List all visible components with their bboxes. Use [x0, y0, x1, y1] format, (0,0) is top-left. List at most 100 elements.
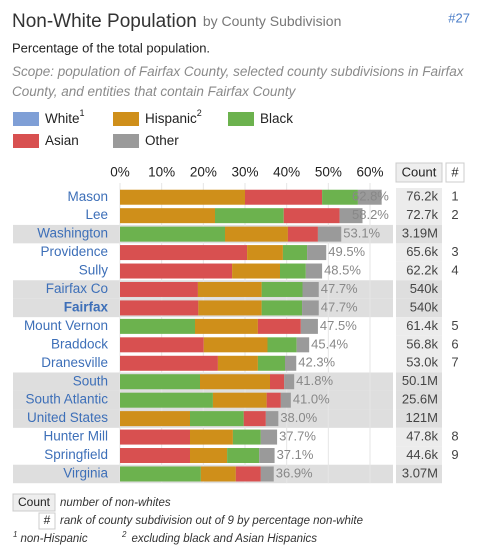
total-label: 62.8% [352, 189, 389, 204]
count-cell [396, 446, 442, 465]
legend-footnote: 2 [197, 108, 202, 118]
count-key-box [12, 493, 56, 512]
x-tick-label: 50% [315, 165, 342, 180]
bar-segment [302, 300, 319, 316]
legend-label: Hispanic2 [145, 108, 202, 125]
x-tick-label: 40% [273, 165, 300, 180]
bar-segment [120, 374, 200, 390]
rank-note: rank of county subdivision out of 9 by p… [60, 515, 363, 527]
count-cell [396, 188, 442, 207]
bar-segment [212, 392, 267, 408]
total-label: 48.5% [324, 262, 361, 277]
rank-key: # [44, 513, 51, 527]
category-label: Hunter Mill [43, 429, 108, 444]
count-cell [396, 464, 442, 484]
bar-segment [261, 300, 303, 316]
bar-segment [120, 355, 218, 371]
rank-label: 8 [451, 429, 458, 444]
bar-segment [225, 226, 288, 242]
category-label: Springfield [44, 447, 108, 462]
total-label: 47.7% [321, 281, 358, 296]
title: Non-White Population by County Subdivisio… [12, 11, 341, 32]
count-cell [396, 427, 442, 447]
rank-label: 1 [451, 189, 458, 204]
rank-label: 2 [451, 207, 458, 222]
x-tick-label: 60% [356, 165, 383, 180]
count-label: 540k [410, 299, 439, 314]
total-label: 42.3% [298, 355, 335, 370]
bar-segment [120, 429, 190, 445]
count-label: 62.2k [406, 262, 438, 277]
legend-swatch [113, 112, 139, 126]
bar-segment [120, 226, 225, 242]
footnote-mark: 1 [13, 530, 17, 539]
count-label: 65.6k [406, 244, 438, 259]
count-cell [396, 243, 442, 262]
bar-segment [120, 245, 248, 261]
category-label: Fairfax Co [46, 281, 108, 296]
footnote-text: non-Hispanic [20, 533, 87, 545]
bar-segment [232, 263, 280, 279]
count-label: 25.6M [402, 392, 438, 407]
category-label: Braddock [51, 336, 108, 351]
bar-segment [243, 411, 266, 427]
rank-label: 3 [451, 244, 458, 259]
bar-segment [261, 281, 303, 297]
legend-swatch [13, 134, 39, 148]
category-label: Dranesville [41, 355, 108, 370]
bar-segment [284, 374, 295, 390]
bar-segment [195, 318, 258, 334]
bar-segment [317, 226, 342, 242]
bar-segment [190, 448, 228, 464]
rank-key-box [38, 512, 56, 530]
bar-segment [270, 374, 285, 390]
bar-segment [120, 448, 190, 464]
legend-swatch [13, 112, 39, 126]
bar-segment [285, 355, 297, 371]
total-label: 49.5% [328, 244, 365, 259]
bar-segment [260, 429, 278, 445]
total-label: 41.0% [293, 392, 330, 407]
bar-segment [322, 189, 358, 205]
x-tick-label: 10% [148, 165, 175, 180]
bar-segment [257, 355, 285, 371]
count-label: 44.6k [406, 447, 438, 462]
legend-footnote: 1 [80, 108, 85, 118]
bar-segment [245, 189, 323, 205]
bar-segment [198, 300, 262, 316]
bar-segment [120, 318, 195, 334]
category-label: Sully [79, 263, 109, 278]
total-label: 36.9% [276, 465, 313, 480]
bar-segment [339, 208, 363, 224]
count-header-box [395, 162, 443, 183]
count-header: Count [402, 164, 437, 179]
bar-segment [120, 392, 213, 408]
total-label: 53.1% [343, 226, 380, 241]
bar-segment [120, 337, 204, 353]
count-label: 540k [410, 281, 439, 296]
category-label: Mason [67, 189, 108, 204]
bar-segment [190, 429, 233, 445]
rank-label: 7 [451, 355, 458, 370]
count-label: 121M [405, 410, 438, 425]
legend-label: Asian [45, 133, 79, 148]
rank-label: 6 [451, 336, 458, 351]
title-suffix: by County Subdivision [203, 13, 342, 29]
bar-segment [282, 245, 308, 261]
legend-label: Other [145, 133, 179, 148]
subtitle: Percentage of the total population. [12, 40, 210, 55]
bar-segment [287, 226, 318, 242]
bar-segment [200, 374, 270, 390]
count-label: 47.8k [406, 429, 438, 444]
legend-name: Other [145, 133, 179, 148]
count-label: 72.7k [406, 207, 438, 222]
total-label: 47.7% [321, 299, 358, 314]
badge[interactable]: #27 [448, 10, 470, 25]
bar-segment [120, 466, 201, 482]
bar-segment [257, 318, 301, 334]
count-label: 61.4k [406, 318, 438, 333]
bar-segment [300, 318, 318, 334]
category-label: Fairfax [64, 299, 109, 314]
